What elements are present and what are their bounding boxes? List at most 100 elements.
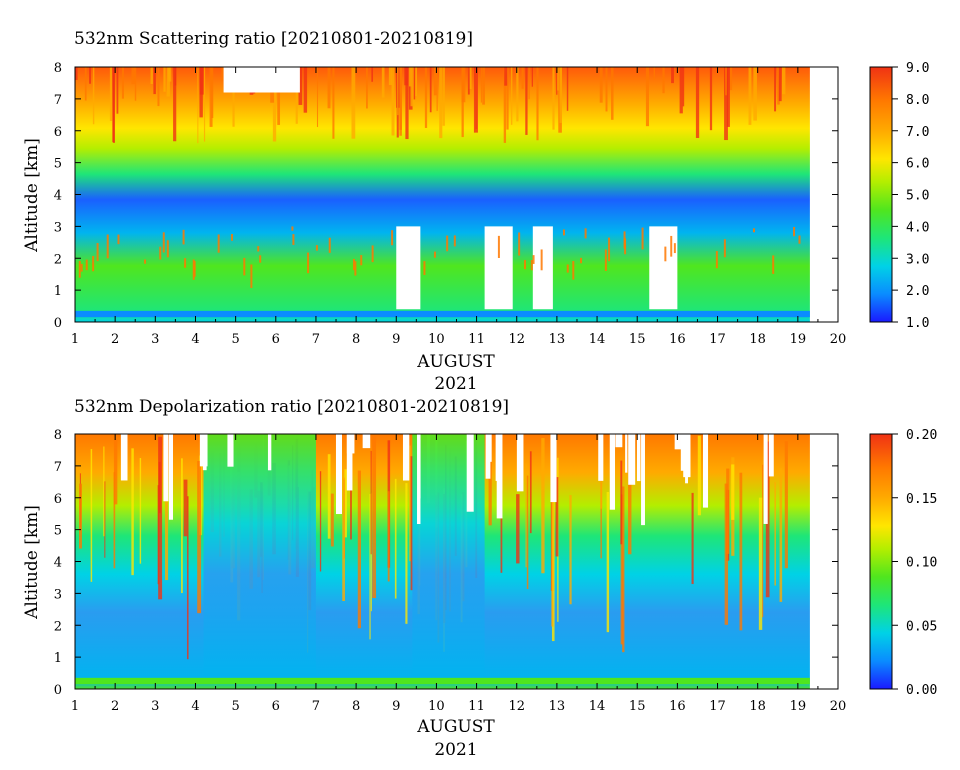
no-data-region [649, 226, 678, 310]
heatmap-streak [381, 67, 385, 98]
x-tick-label: 4 [191, 699, 199, 714]
heatmap-streak [410, 456, 414, 591]
heatmap-streak [506, 67, 509, 130]
heatmap-streak [413, 67, 416, 100]
heatmap-streak [116, 67, 119, 114]
x-tick-label: 15 [629, 332, 646, 347]
colorbar-tick-label: 7.0 [906, 125, 929, 140]
heatmap-streak [303, 67, 308, 113]
heatmap-streak [559, 67, 563, 123]
heatmap-streak [85, 259, 88, 271]
heatmap-streak [259, 255, 262, 263]
no-data-region [120, 434, 128, 481]
heatmap-streak [182, 229, 185, 245]
heatmap-streak [453, 235, 456, 247]
heatmap-streak [291, 226, 294, 231]
y-tick-label: 8 [54, 61, 62, 76]
scattering-ratio-panel: 532nm Scattering ratio [20210801-2021081… [22, 29, 929, 394]
heatmap-streak [250, 264, 253, 289]
no-data-region [396, 226, 421, 310]
x-axis-ticks: 1 2 3 4 5 6 7 8 9 10 11 12 13 14 15 16 17 18 19 20 [71, 434, 846, 714]
heatmap-streak [516, 67, 519, 122]
no-data-region [227, 434, 234, 467]
heatmap-streak [96, 243, 99, 262]
heatmap-streak [521, 67, 524, 89]
heatmap-streak [504, 67, 508, 86]
heatmap-streak [695, 67, 700, 138]
heatmap-streak [691, 492, 694, 585]
heatmap-streak [243, 257, 246, 276]
heatmap-streak [600, 478, 602, 559]
no-data-region [163, 434, 169, 502]
heatmap-streak [157, 485, 160, 585]
x-tick-label: 9 [392, 699, 400, 714]
no-data-region [485, 434, 491, 479]
heatmap-streak [584, 228, 587, 239]
y-tick-label: 5 [54, 524, 62, 539]
y-tick-label: 6 [54, 492, 62, 507]
heatmap-streak [327, 67, 331, 109]
heatmap-streak [725, 67, 728, 96]
depolarization-ratio-panel: 532nm Depolarization ratio [20210801-202… [22, 397, 937, 760]
heatmap-streak [292, 234, 295, 245]
low-depol-region [412, 434, 485, 689]
x-tick-label: 19 [790, 332, 807, 347]
heatmap-streak [572, 260, 575, 280]
heatmap-streak [181, 458, 183, 594]
heatmap-streak [468, 67, 472, 90]
heatmap-streak [139, 458, 142, 564]
colorbar-tick-label: 8.0 [906, 93, 929, 108]
heatmap-streak [203, 67, 206, 142]
heatmap-streak [682, 67, 685, 107]
heatmap-streak [608, 237, 611, 262]
heatmap-streak [342, 477, 346, 602]
x-tick-label: 7 [312, 699, 320, 714]
heatmap-streak [781, 67, 786, 95]
no-data-region [168, 434, 174, 520]
colorbar-tick-label: 0.15 [906, 492, 937, 507]
heatmap-streak [134, 67, 137, 101]
no-data-region [683, 434, 691, 478]
colorbar [869, 66, 893, 323]
heatmap-streak [131, 448, 134, 576]
y-tick-label: 7 [54, 460, 62, 475]
heatmap-streak [109, 67, 113, 121]
y-axis-ticks: 0 1 2 3 4 5 6 7 8 [54, 61, 838, 331]
heatmap-streak [604, 249, 607, 271]
heatmap-streak [197, 460, 202, 614]
heatmap-streak [518, 232, 521, 256]
heatmap-streak [232, 67, 235, 127]
heatmap-streak [461, 67, 466, 103]
heatmap-streak [510, 67, 513, 125]
no-data-region [763, 434, 768, 524]
no-data-region [516, 434, 524, 492]
x-tick-label: 20 [830, 699, 847, 714]
heatmap-streak [446, 235, 449, 252]
y-axis-label: Altitude [km] [22, 138, 42, 253]
heatmap-streak [439, 67, 443, 139]
ground-band [75, 310, 810, 318]
heatmap-streak [350, 466, 352, 540]
heatmap-streak [159, 246, 162, 260]
heatmap-streak [153, 67, 156, 95]
heatmap-streak [199, 67, 203, 118]
no-data-region [636, 434, 641, 482]
heatmap-streak [488, 446, 492, 526]
heatmap-streak [525, 463, 527, 568]
heatmap-streak [391, 67, 395, 136]
heatmap-streak [503, 67, 507, 143]
heatmap-streak [257, 246, 260, 252]
heatmap-streak [530, 260, 533, 271]
heatmap-streak [150, 67, 153, 85]
heatmap-streak [473, 67, 478, 133]
y-tick-label: 4 [54, 189, 62, 204]
heatmap-streak [724, 483, 729, 625]
heatmap-streak [557, 67, 559, 91]
x-tick-label: 2 [111, 699, 119, 714]
heatmap-streak [606, 491, 610, 633]
x-tick-label: 18 [749, 699, 766, 714]
heatmap-streak [103, 446, 105, 537]
heatmap-streak [80, 263, 83, 272]
heatmap-streak [162, 232, 165, 253]
heatmap-streak [541, 438, 545, 574]
